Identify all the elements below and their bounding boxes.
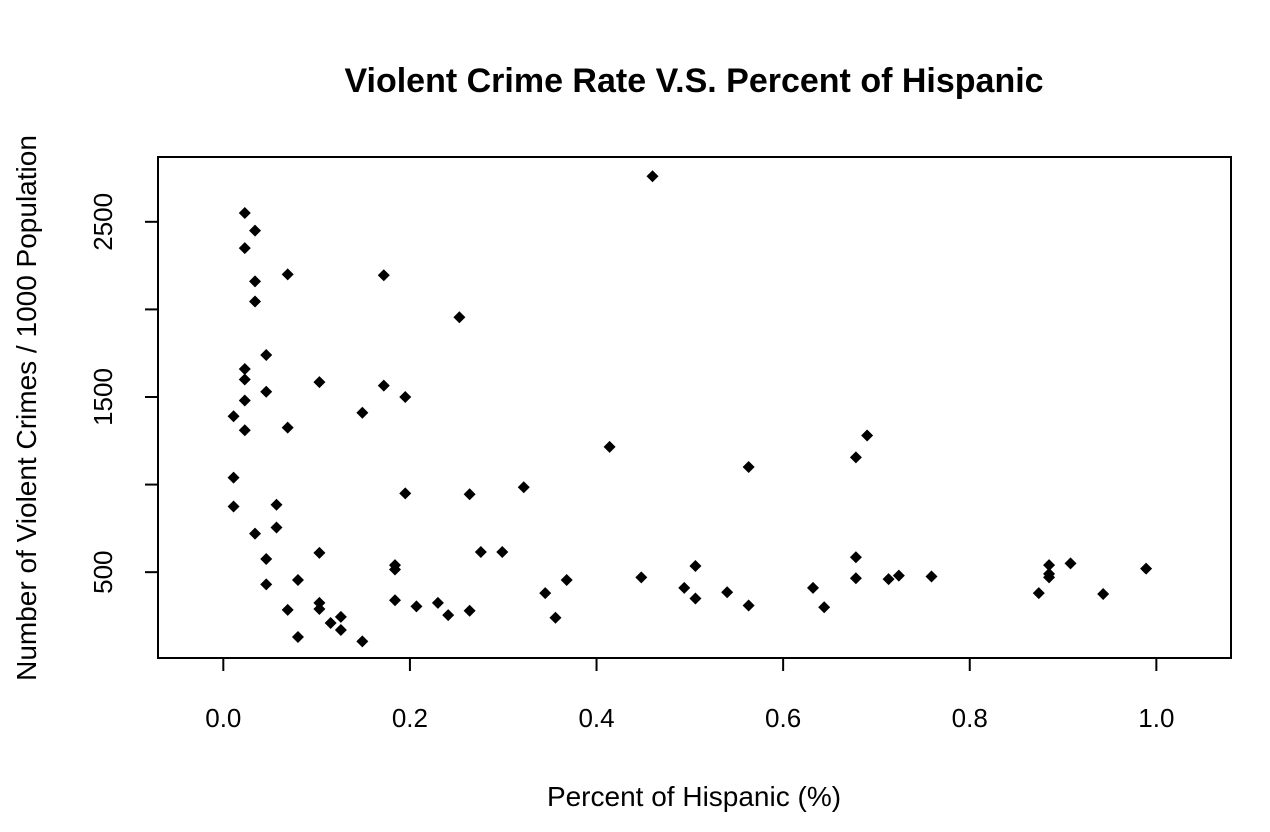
x-tick-label: 0.4: [578, 703, 614, 733]
data-point: [861, 429, 874, 442]
chart-title: Violent Crime Rate V.S. Percent of Hispa…: [344, 62, 1043, 100]
data-point: [388, 563, 401, 576]
y-axis-label: Number of Violent Crimes / 1000 Populati…: [11, 135, 42, 681]
data-point: [227, 471, 240, 484]
data-point: [560, 574, 573, 587]
data-point: [334, 623, 347, 636]
data-point: [399, 390, 412, 403]
data-point: [260, 553, 273, 566]
data-point: [313, 546, 326, 559]
data-point: [463, 488, 476, 501]
data-point: [442, 609, 455, 622]
data-point: [260, 348, 273, 361]
data-point: [238, 207, 251, 220]
data-point: [399, 487, 412, 500]
data-point: [281, 268, 294, 281]
data-point: [260, 385, 273, 398]
x-tick-label: 0.8: [952, 703, 988, 733]
data-point: [291, 574, 304, 587]
data-point: [249, 295, 262, 308]
data-point: [603, 440, 616, 453]
data-point: [377, 269, 390, 282]
data-point: [463, 604, 476, 617]
data-point: [742, 461, 755, 474]
data-point: [270, 498, 283, 511]
data-point: [742, 599, 755, 612]
data-point: [892, 569, 905, 582]
data-point: [270, 521, 283, 534]
data-point: [1043, 571, 1056, 584]
data-point: [249, 527, 262, 540]
data-point: [549, 611, 562, 624]
x-axis: 0.0 0.2 0.4 0.6 0.8 1.0: [205, 657, 1174, 733]
data-point: [721, 586, 734, 599]
data-point: [313, 602, 326, 615]
data-point: [496, 546, 509, 559]
data-point: [238, 424, 251, 437]
data-point: [356, 635, 369, 648]
x-axis-label: Percent of Hispanic (%): [547, 781, 841, 812]
data-point: [1064, 557, 1077, 570]
data-point: [689, 560, 702, 573]
plot-frame: [157, 156, 1232, 659]
data-point: [1043, 559, 1056, 572]
data-point: [517, 481, 530, 494]
data-point: [249, 224, 262, 237]
data-point: [539, 587, 552, 600]
data-point: [678, 581, 691, 594]
data-point: [453, 311, 466, 324]
y-axis: 500 1500 2500: [88, 193, 159, 594]
x-tick-label: 0.6: [765, 703, 801, 733]
data-point: [281, 603, 294, 616]
data-points: [227, 170, 1153, 648]
data-point: [925, 570, 938, 583]
data-point: [238, 373, 251, 386]
data-point: [818, 601, 831, 614]
data-point: [324, 616, 337, 629]
data-point: [281, 421, 294, 434]
data-point: [849, 572, 862, 585]
data-point: [689, 592, 702, 605]
y-tick-label: 2500: [88, 193, 118, 251]
data-point: [377, 379, 390, 392]
data-point: [474, 546, 487, 559]
x-tick-label: 1.0: [1138, 703, 1174, 733]
data-point: [635, 571, 648, 584]
data-point: [1140, 562, 1153, 575]
data-point: [806, 581, 819, 594]
data-point: [238, 394, 251, 407]
y-tick-label: 500: [88, 550, 118, 593]
data-point: [882, 573, 895, 586]
x-tick-label: 0.0: [205, 703, 241, 733]
data-point: [410, 600, 423, 613]
x-tick-label: 0.2: [392, 703, 428, 733]
data-point: [849, 451, 862, 464]
data-point: [646, 170, 659, 183]
data-point: [388, 594, 401, 607]
data-point: [227, 500, 240, 513]
data-point: [431, 596, 444, 609]
data-point: [1032, 587, 1045, 600]
data-point: [249, 275, 262, 288]
data-point: [313, 376, 326, 389]
data-point: [238, 362, 251, 375]
data-point: [238, 242, 251, 255]
data-point: [227, 410, 240, 423]
data-point: [356, 406, 369, 419]
data-point: [1097, 588, 1110, 601]
data-point: [849, 551, 862, 564]
data-point: [334, 610, 347, 623]
y-tick-label: 1500: [88, 368, 118, 426]
data-point: [260, 578, 273, 591]
data-point: [313, 596, 326, 609]
data-point: [291, 630, 304, 643]
